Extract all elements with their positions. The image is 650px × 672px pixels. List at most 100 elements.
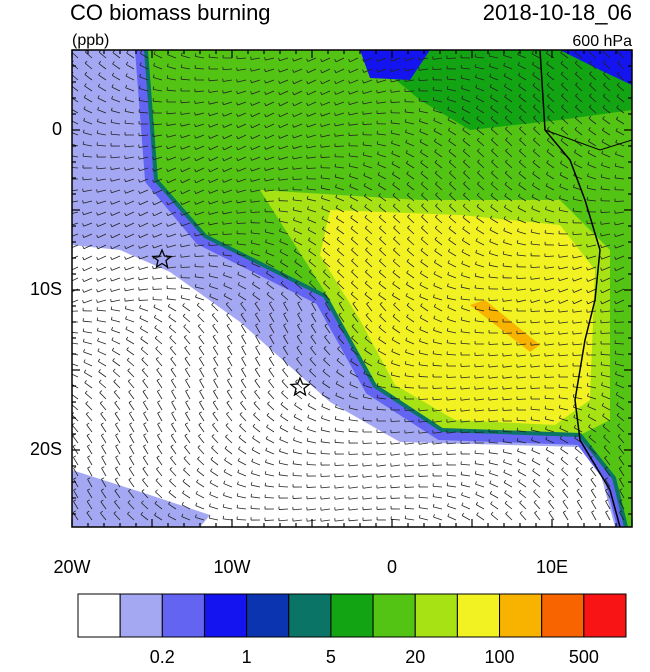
wind-barb bbox=[531, 417, 532, 420]
wind-barb bbox=[587, 344, 596, 345]
wind-barb bbox=[307, 145, 308, 148]
wind-barb bbox=[419, 362, 420, 365]
wind-barb bbox=[279, 190, 288, 191]
colorbar-box bbox=[289, 594, 331, 637]
wind-barb bbox=[377, 432, 386, 433]
wind-barb bbox=[405, 373, 406, 376]
wind-barb bbox=[251, 189, 252, 192]
colorbar-label: 20 bbox=[405, 647, 425, 667]
wind-barb bbox=[433, 494, 434, 497]
colorbar-box bbox=[204, 594, 246, 637]
title: CO biomass burning bbox=[70, 0, 271, 25]
wind-barb bbox=[69, 257, 70, 260]
wind-barb bbox=[321, 476, 330, 477]
wind-barb bbox=[70, 129, 71, 132]
wind-barb bbox=[489, 307, 490, 310]
wind-barb bbox=[419, 505, 420, 508]
wind-barb bbox=[503, 439, 504, 442]
wind-barb bbox=[489, 450, 490, 453]
wind-barb bbox=[349, 112, 350, 115]
wind-barb bbox=[363, 124, 372, 125]
wind-barb bbox=[69, 268, 70, 271]
wind-barb bbox=[293, 498, 302, 499]
wind-barb bbox=[545, 406, 546, 409]
wind-barb bbox=[69, 246, 70, 249]
wind-barb bbox=[307, 487, 316, 488]
wind-barb bbox=[447, 483, 448, 486]
wind-barb bbox=[615, 351, 616, 354]
wind-barb bbox=[559, 395, 560, 398]
wind-barb bbox=[293, 156, 294, 159]
wind-barb bbox=[475, 318, 476, 321]
wind-barb bbox=[69, 279, 70, 282]
wind-barb bbox=[321, 134, 322, 137]
wind-barb bbox=[405, 410, 414, 411]
wind-barb bbox=[153, 266, 154, 269]
colorbar-box bbox=[120, 594, 162, 637]
wind-barb bbox=[517, 428, 518, 431]
wind-barb bbox=[111, 299, 112, 302]
wind-barb bbox=[69, 234, 70, 237]
colorbar-box bbox=[247, 594, 289, 637]
wind-barb bbox=[265, 497, 274, 498]
wind-barb bbox=[475, 461, 476, 464]
wind-barb bbox=[377, 409, 386, 410]
wind-barb bbox=[293, 179, 302, 180]
x-tick-label: 10E bbox=[536, 557, 568, 577]
y-tick-label: 20S bbox=[30, 439, 62, 459]
wind-barb bbox=[279, 509, 288, 510]
wind-barb bbox=[433, 351, 434, 354]
wind-barb bbox=[391, 398, 400, 399]
colorbar-box bbox=[542, 594, 584, 637]
wind-barb bbox=[70, 117, 71, 120]
wind-barb bbox=[307, 464, 316, 465]
wind-barb bbox=[70, 370, 71, 373]
wind-barb bbox=[447, 340, 448, 343]
wind-barb bbox=[321, 157, 330, 158]
wind-barb bbox=[335, 146, 344, 147]
wind-barb bbox=[70, 360, 71, 363]
colorbar-box bbox=[78, 594, 120, 637]
date: 2018-10-18_06 bbox=[483, 0, 632, 25]
wind-barb bbox=[363, 443, 372, 444]
wind-barb bbox=[349, 135, 358, 136]
wind-barb bbox=[209, 222, 210, 225]
wind-barb bbox=[279, 486, 288, 487]
wind-barb bbox=[251, 508, 260, 509]
wind-barb bbox=[265, 520, 274, 521]
colorbar-box bbox=[500, 594, 542, 637]
wind-barb bbox=[265, 178, 266, 181]
wind-barb bbox=[321, 453, 330, 454]
wind-barb bbox=[265, 201, 274, 202]
colorbar-box bbox=[584, 594, 626, 637]
wind-barb bbox=[405, 387, 414, 388]
wind-barb bbox=[139, 277, 140, 280]
colorbar-label: 500 bbox=[569, 647, 599, 667]
colorbar-box bbox=[457, 594, 499, 637]
wind-barb bbox=[391, 384, 392, 387]
colorbar-box bbox=[415, 594, 457, 637]
wind-barb bbox=[349, 431, 358, 432]
colorbar-label: 5 bbox=[326, 647, 336, 667]
wind-barb bbox=[335, 442, 344, 443]
wind-barb bbox=[69, 152, 70, 155]
wind-barb bbox=[125, 288, 126, 291]
wind-barb bbox=[615, 343, 624, 344]
wind-barb bbox=[461, 329, 462, 332]
colorbar-label: 1 bbox=[242, 647, 252, 667]
y-tick-label: 0 bbox=[52, 119, 62, 139]
wind-barb bbox=[405, 516, 406, 519]
x-tick-label: 0 bbox=[387, 557, 397, 577]
wind-barb bbox=[69, 290, 70, 293]
colorbar-box bbox=[162, 594, 204, 637]
wind-barb bbox=[349, 454, 358, 455]
wind-barb bbox=[601, 333, 610, 334]
wind-barb bbox=[335, 465, 344, 466]
wind-barb bbox=[69, 301, 70, 304]
wind-barb bbox=[293, 475, 302, 476]
x-tick-label: 20W bbox=[53, 557, 90, 577]
wind-barb bbox=[573, 384, 574, 387]
